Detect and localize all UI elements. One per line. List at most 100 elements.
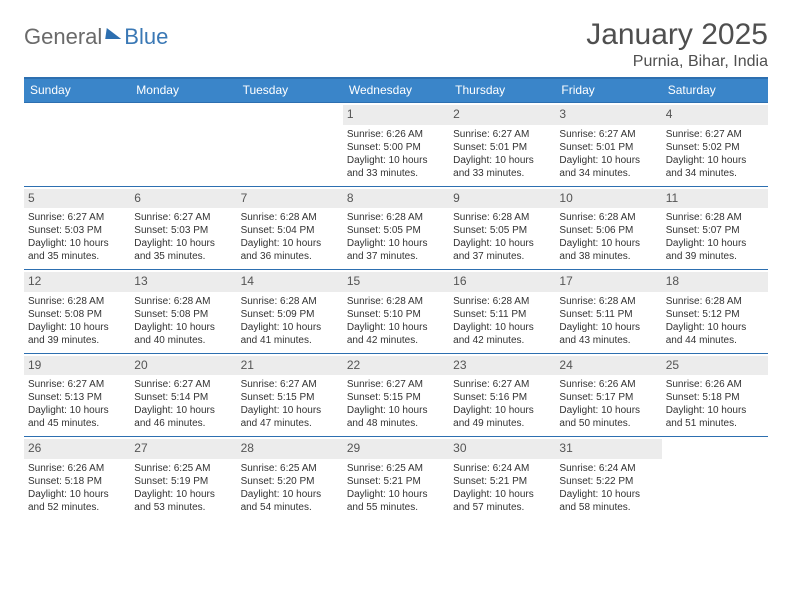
day-number: 11 — [662, 189, 768, 209]
sunrise-line: Sunrise: 6:28 AM — [453, 295, 551, 308]
daylight-line-1: Daylight: 10 hours — [347, 154, 445, 167]
sunset-line: Sunset: 5:14 PM — [134, 391, 232, 404]
daylight-line-2: and 50 minutes. — [559, 417, 657, 430]
day-number: 14 — [237, 272, 343, 292]
daylight-line-1: Daylight: 10 hours — [559, 488, 657, 501]
sunset-line: Sunset: 5:15 PM — [241, 391, 339, 404]
sunset-line: Sunset: 5:08 PM — [28, 308, 126, 321]
calendar-cell: 12Sunrise: 6:28 AMSunset: 5:08 PMDayligh… — [24, 270, 130, 353]
day-number: 23 — [449, 356, 555, 376]
daylight-line-2: and 33 minutes. — [347, 167, 445, 180]
daylight-line-1: Daylight: 10 hours — [559, 321, 657, 334]
day-number: 26 — [24, 439, 130, 459]
sunset-line: Sunset: 5:17 PM — [559, 391, 657, 404]
daylight-line-1: Daylight: 10 hours — [241, 488, 339, 501]
calendar-cell: 16Sunrise: 6:28 AMSunset: 5:11 PMDayligh… — [449, 270, 555, 353]
daylight-line-2: and 52 minutes. — [28, 501, 126, 514]
sunrise-line: Sunrise: 6:28 AM — [241, 211, 339, 224]
sunrise-line: Sunrise: 6:27 AM — [134, 211, 232, 224]
dow-tuesday: Tuesday — [237, 79, 343, 102]
daylight-line-1: Daylight: 10 hours — [28, 321, 126, 334]
calendar-week: 19Sunrise: 6:27 AMSunset: 5:13 PMDayligh… — [24, 353, 768, 437]
daylight-line-1: Daylight: 10 hours — [666, 237, 764, 250]
sunset-line: Sunset: 5:11 PM — [559, 308, 657, 321]
calendar-cell: 24Sunrise: 6:26 AMSunset: 5:17 PMDayligh… — [555, 354, 661, 437]
calendar-cell: 9Sunrise: 6:28 AMSunset: 5:05 PMDaylight… — [449, 187, 555, 270]
daylight-line-2: and 49 minutes. — [453, 417, 551, 430]
sunset-line: Sunset: 5:22 PM — [559, 475, 657, 488]
sunrise-line: Sunrise: 6:24 AM — [453, 462, 551, 475]
dow-friday: Friday — [555, 79, 661, 102]
daylight-line-2: and 42 minutes. — [347, 334, 445, 347]
daylight-line-1: Daylight: 10 hours — [453, 237, 551, 250]
sunrise-line: Sunrise: 6:28 AM — [559, 211, 657, 224]
sunset-line: Sunset: 5:01 PM — [453, 141, 551, 154]
daylight-line-2: and 57 minutes. — [453, 501, 551, 514]
calendar-cell: 8Sunrise: 6:28 AMSunset: 5:05 PMDaylight… — [343, 187, 449, 270]
daylight-line-1: Daylight: 10 hours — [347, 321, 445, 334]
sunrise-line: Sunrise: 6:27 AM — [28, 378, 126, 391]
sunrise-line: Sunrise: 6:26 AM — [28, 462, 126, 475]
day-number: 16 — [449, 272, 555, 292]
calendar-cell: 21Sunrise: 6:27 AMSunset: 5:15 PMDayligh… — [237, 354, 343, 437]
sunrise-line: Sunrise: 6:24 AM — [559, 462, 657, 475]
daylight-line-1: Daylight: 10 hours — [666, 321, 764, 334]
calendar-cell: 6Sunrise: 6:27 AMSunset: 5:03 PMDaylight… — [130, 187, 236, 270]
day-number: 31 — [555, 439, 661, 459]
calendar-cell: 14Sunrise: 6:28 AMSunset: 5:09 PMDayligh… — [237, 270, 343, 353]
dow-thursday: Thursday — [449, 79, 555, 102]
sunrise-line: Sunrise: 6:27 AM — [453, 378, 551, 391]
sunset-line: Sunset: 5:16 PM — [453, 391, 551, 404]
sunset-line: Sunset: 5:05 PM — [347, 224, 445, 237]
daylight-line-2: and 58 minutes. — [559, 501, 657, 514]
calendar-cell: 3Sunrise: 6:27 AMSunset: 5:01 PMDaylight… — [555, 103, 661, 186]
sunset-line: Sunset: 5:18 PM — [666, 391, 764, 404]
calendar-cell: 2Sunrise: 6:27 AMSunset: 5:01 PMDaylight… — [449, 103, 555, 186]
title-block: January 2025 Purnia, Bihar, India — [586, 18, 768, 71]
daylight-line-2: and 45 minutes. — [28, 417, 126, 430]
daylight-line-1: Daylight: 10 hours — [241, 321, 339, 334]
daylight-line-2: and 48 minutes. — [347, 417, 445, 430]
dow-sunday: Sunday — [24, 79, 130, 102]
logo: General Blue — [24, 18, 168, 50]
calendar-cell: 27Sunrise: 6:25 AMSunset: 5:19 PMDayligh… — [130, 437, 236, 520]
header: General Blue January 2025 Purnia, Bihar,… — [24, 18, 768, 71]
daylight-line-1: Daylight: 10 hours — [241, 237, 339, 250]
sunset-line: Sunset: 5:15 PM — [347, 391, 445, 404]
calendar-cell: 10Sunrise: 6:28 AMSunset: 5:06 PMDayligh… — [555, 187, 661, 270]
sunset-line: Sunset: 5:11 PM — [453, 308, 551, 321]
sunrise-line: Sunrise: 6:27 AM — [666, 128, 764, 141]
day-number: 5 — [24, 189, 130, 209]
calendar-cell: 20Sunrise: 6:27 AMSunset: 5:14 PMDayligh… — [130, 354, 236, 437]
daylight-line-1: Daylight: 10 hours — [666, 404, 764, 417]
daylight-line-2: and 53 minutes. — [134, 501, 232, 514]
calendar-cell: 7Sunrise: 6:28 AMSunset: 5:04 PMDaylight… — [237, 187, 343, 270]
calendar-cell: 18Sunrise: 6:28 AMSunset: 5:12 PMDayligh… — [662, 270, 768, 353]
calendar-cell: 5Sunrise: 6:27 AMSunset: 5:03 PMDaylight… — [24, 187, 130, 270]
daylight-line-2: and 44 minutes. — [666, 334, 764, 347]
daylight-line-2: and 35 minutes. — [134, 250, 232, 263]
calendar-cell: . — [662, 437, 768, 520]
daylight-line-1: Daylight: 10 hours — [453, 488, 551, 501]
day-number: 4 — [662, 105, 768, 125]
daylight-line-2: and 34 minutes. — [666, 167, 764, 180]
daylight-line-1: Daylight: 10 hours — [134, 488, 232, 501]
day-number: 17 — [555, 272, 661, 292]
sunrise-line: Sunrise: 6:27 AM — [347, 378, 445, 391]
sunrise-line: Sunrise: 6:28 AM — [559, 295, 657, 308]
daylight-line-1: Daylight: 10 hours — [453, 404, 551, 417]
sunset-line: Sunset: 5:04 PM — [241, 224, 339, 237]
calendar-cell: 19Sunrise: 6:27 AMSunset: 5:13 PMDayligh… — [24, 354, 130, 437]
calendar-cell: . — [24, 103, 130, 186]
daylight-line-2: and 37 minutes. — [453, 250, 551, 263]
calendar-cell: 30Sunrise: 6:24 AMSunset: 5:21 PMDayligh… — [449, 437, 555, 520]
sunrise-line: Sunrise: 6:27 AM — [28, 211, 126, 224]
calendar-body: ...1Sunrise: 6:26 AMSunset: 5:00 PMDayli… — [24, 102, 768, 520]
daylight-line-2: and 55 minutes. — [347, 501, 445, 514]
dow-saturday: Saturday — [662, 79, 768, 102]
calendar-cell: 31 Sunrise: 6:24 AMSunset: 5:22 PMDayligh… — [555, 437, 661, 520]
daylight-line-1: Daylight: 10 hours — [666, 154, 764, 167]
calendar-cell: 4Sunrise: 6:27 AMSunset: 5:02 PMDaylight… — [662, 103, 768, 186]
sunset-line: Sunset: 5:21 PM — [347, 475, 445, 488]
sunrise-line: Sunrise: 6:27 AM — [241, 378, 339, 391]
